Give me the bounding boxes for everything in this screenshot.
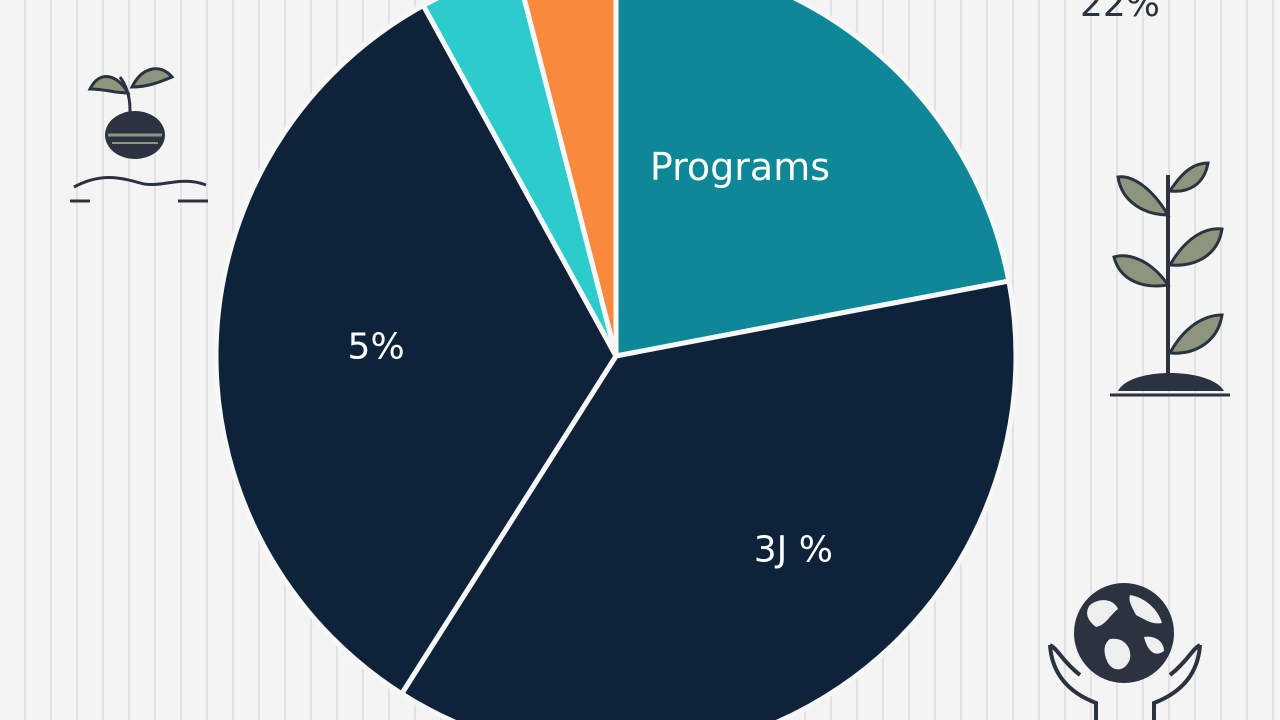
slice-label-3: 5% — [348, 326, 405, 367]
pie-slice-4 — [420, 0, 619, 359]
hands-holding-globe-icon — [1048, 583, 1202, 720]
pie-slice-2 — [399, 278, 1019, 720]
corner-percent-label: 22% — [1080, 0, 1161, 25]
pie-slice-5 — [522, 0, 619, 359]
slice-label-1: Programs — [650, 145, 830, 189]
growing-plant-icon — [1110, 161, 1230, 397]
sprout-in-soil-icon — [70, 67, 208, 203]
pie-slice-1 — [613, 0, 1012, 359]
slice-label-2: 3Ј % — [754, 530, 833, 571]
